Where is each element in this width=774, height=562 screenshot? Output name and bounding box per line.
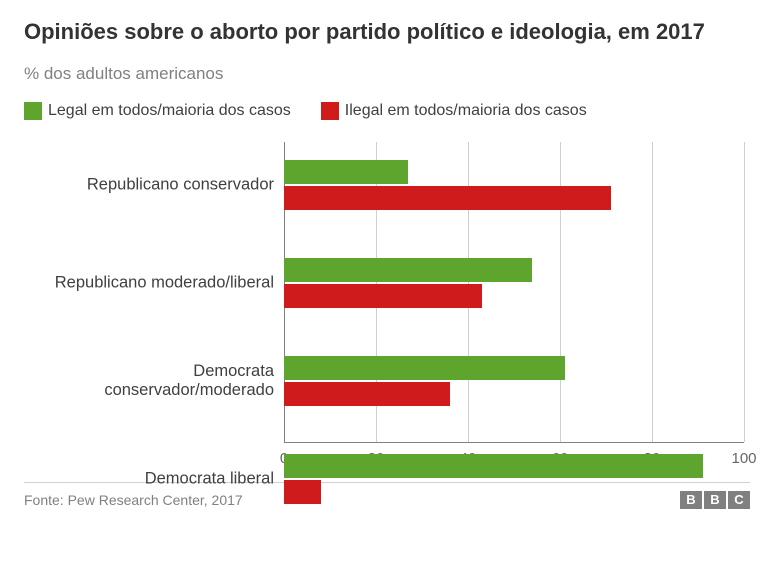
legend-swatch-ilegal bbox=[321, 102, 339, 120]
bar-ilegal bbox=[284, 284, 482, 308]
bbc-logo: B B C bbox=[680, 491, 750, 509]
bar-legal bbox=[284, 454, 703, 478]
bbc-logo-letter: C bbox=[728, 491, 750, 509]
chart-title: Opiniões sobre o aborto por partido polí… bbox=[24, 18, 750, 46]
legend: Legal em todos/maioria dos casos Ilegal … bbox=[24, 102, 750, 120]
bar-legal bbox=[284, 160, 408, 184]
category-label: Republicano conservador bbox=[29, 175, 284, 194]
legend-swatch-legal bbox=[24, 102, 42, 120]
legend-item-ilegal: Ilegal em todos/maioria dos casos bbox=[321, 102, 587, 120]
bar-ilegal bbox=[284, 186, 611, 210]
category-label: Democrata liberal bbox=[29, 469, 284, 488]
legend-label-ilegal: Ilegal em todos/maioria dos casos bbox=[345, 102, 587, 120]
bar-ilegal bbox=[284, 480, 321, 504]
bar-legal bbox=[284, 258, 532, 282]
bbc-logo-letter: B bbox=[680, 491, 702, 509]
plot-area: 020406080100Republicano conservadorRepub… bbox=[284, 142, 744, 442]
category-label: Republicano moderado/liberal bbox=[29, 273, 284, 292]
legend-item-legal: Legal em todos/maioria dos casos bbox=[24, 102, 291, 120]
bar-legal bbox=[284, 356, 565, 380]
chart-subtitle: % dos adultos americanos bbox=[24, 64, 750, 84]
source-label: Fonte: Pew Research Center, 2017 bbox=[24, 492, 243, 508]
bbc-logo-letter: B bbox=[704, 491, 726, 509]
chart: 020406080100Republicano conservadorRepub… bbox=[24, 142, 750, 472]
legend-label-legal: Legal em todos/maioria dos casos bbox=[48, 102, 291, 120]
bar-ilegal bbox=[284, 382, 450, 406]
x-tick-label: 100 bbox=[731, 442, 756, 467]
category-label: Democrata conservador/moderado bbox=[29, 362, 284, 400]
